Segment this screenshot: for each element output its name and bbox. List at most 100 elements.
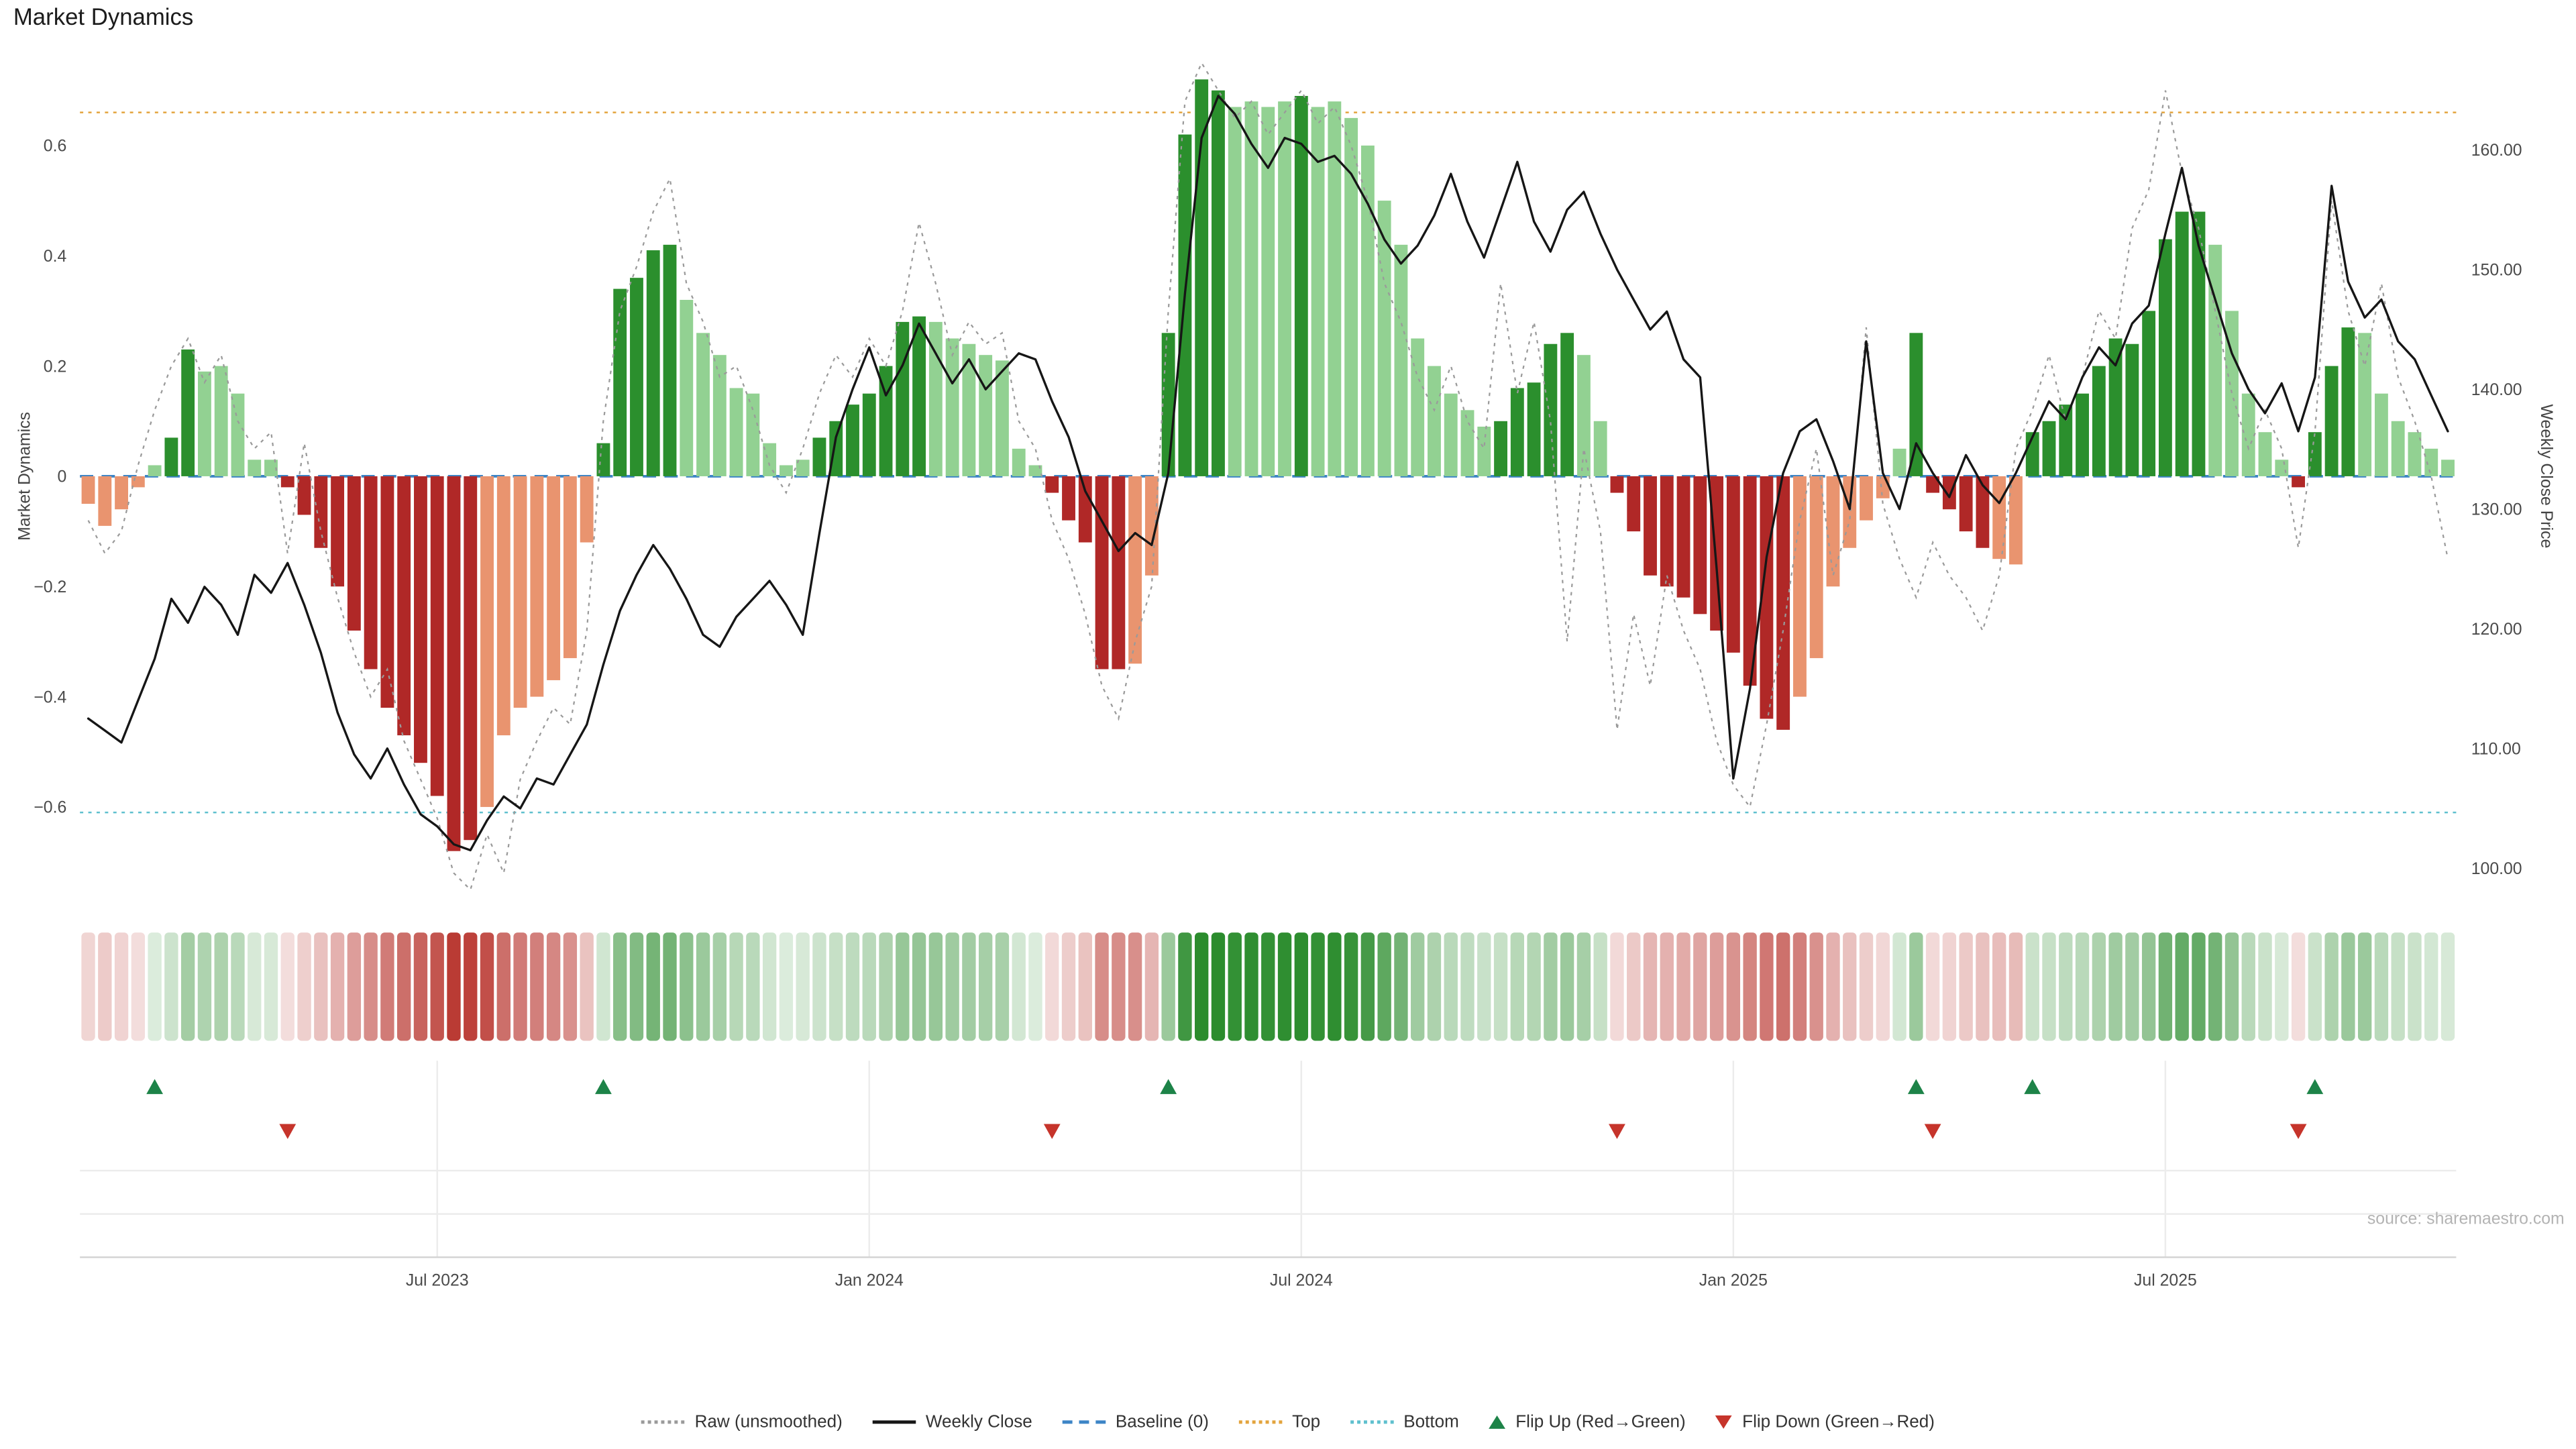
bar: [1095, 476, 1109, 669]
heatmap-cell: [1360, 932, 1375, 1041]
weekly-close-line: [87, 95, 2449, 852]
heatmap-cell: [1909, 932, 1923, 1041]
heatmap-cell: [1792, 932, 1807, 1041]
legend-item-flip-up[interactable]: Flip Up (Red→Green): [1489, 1412, 1686, 1432]
bar: [2424, 448, 2438, 476]
heatmap-cell: [464, 932, 478, 1041]
legend-item-weekly-close[interactable]: Weekly Close: [872, 1412, 1032, 1432]
left-tick-label: 0.4: [44, 248, 67, 266]
heatmap-cell: [1294, 932, 1308, 1041]
dynamics-bars: [81, 79, 2455, 851]
heatmap-cell: [530, 932, 544, 1041]
flip-down-icon: [1715, 1415, 1733, 1429]
right-tick-label: 120.00: [2471, 621, 2522, 639]
heatmap-cell: [712, 932, 727, 1041]
heatmap-cell: [729, 932, 743, 1041]
bar: [547, 476, 561, 680]
heatmap-cell: [264, 932, 278, 1041]
bar: [712, 355, 727, 476]
bar: [1328, 101, 1342, 476]
heatmap-cell: [2224, 932, 2239, 1041]
bar: [2042, 421, 2056, 476]
heatmap-cell: [280, 932, 294, 1041]
bar: [2341, 327, 2355, 476]
heatmap-cell: [1394, 932, 1408, 1041]
bar: [1428, 366, 1441, 476]
heatmap-cell: [2324, 932, 2339, 1041]
bar: [198, 371, 211, 476]
bar: [1860, 476, 1873, 521]
legend-item-top[interactable]: Top: [1238, 1411, 1321, 1432]
bar: [879, 366, 893, 476]
bar: [1360, 145, 1375, 476]
heatmap-cell: [1709, 932, 1724, 1041]
bar: [164, 437, 178, 476]
heatmap-cell: [680, 932, 694, 1041]
bar: [2208, 244, 2222, 476]
bar: [1576, 355, 1591, 476]
heatmap-cell: [596, 932, 610, 1041]
heatmap-cell: [197, 932, 212, 1041]
heatmap-cell: [2341, 932, 2355, 1041]
heatmap-cell: [1576, 932, 1591, 1041]
heatmap-cell: [928, 932, 943, 1041]
x-tick-label: Jan 2025: [1699, 1271, 1768, 1289]
heatmap-cell: [1992, 932, 2006, 1041]
legend-item-bottom[interactable]: Bottom: [1350, 1412, 1459, 1432]
bar: [297, 476, 311, 515]
heatmap-cell: [1328, 932, 1342, 1041]
heatmap-cell: [1876, 932, 1890, 1041]
heatmap-cell: [114, 932, 129, 1041]
heatmap-cell: [2108, 932, 2123, 1041]
heatmap-cell: [1693, 932, 1707, 1041]
heatmap-cell: [896, 932, 910, 1041]
heatmap-cell: [962, 932, 976, 1041]
x-axis-ticks: Jul 2023 Jan 2024 Jul 2024 Jan 2025 Jul 2025: [406, 1271, 2197, 1289]
bar: [131, 476, 145, 488]
bar: [2059, 405, 2073, 476]
right-tick-label: 160.00: [2471, 142, 2522, 160]
bar: [480, 476, 494, 807]
heatmap-cell: [148, 932, 162, 1041]
bar: [1444, 393, 1458, 476]
bar: [663, 244, 677, 476]
bar: [1876, 476, 1890, 498]
legend-weekly-close-line-icon: [872, 1420, 916, 1424]
legend-item-baseline[interactable]: Baseline (0): [1062, 1412, 1209, 1432]
bar: [2142, 311, 2156, 476]
heatmap-cell: [2275, 932, 2289, 1041]
heatmap-cell: [2208, 932, 2222, 1041]
right-tick-label: 110.00: [2471, 740, 2521, 758]
legend-item-raw[interactable]: Raw (unsmoothed): [641, 1412, 843, 1432]
heatmap-cell: [978, 932, 993, 1041]
bar: [896, 321, 910, 476]
bar: [1992, 476, 2006, 559]
bar: [796, 460, 810, 476]
bar: [1161, 333, 1175, 476]
bar: [181, 349, 195, 476]
legend-item-flip-down[interactable]: Flip Down (Green→Red): [1715, 1412, 1935, 1432]
bar: [464, 476, 478, 841]
heatmap-cell: [1892, 932, 1907, 1041]
bar: [613, 288, 627, 476]
bar: [812, 437, 826, 476]
heatmap-cell: [1161, 932, 1175, 1041]
right-axis-ticks: 160.00 150.00 140.00 130.00 120.00 110.00 100.…: [2471, 142, 2522, 878]
heatmap-cell: [862, 932, 876, 1041]
bar: [962, 343, 976, 476]
flip-up-marker: [1907, 1079, 1925, 1094]
heatmap-cell: [1045, 932, 1059, 1041]
heatmap-cell: [1925, 932, 1940, 1041]
bar: [563, 476, 577, 659]
heatmap-cell: [1144, 932, 1159, 1041]
bar: [2175, 211, 2189, 476]
legend-label: Flip Up (Red→Green): [1515, 1411, 1686, 1432]
heatmap-cell: [2291, 932, 2306, 1041]
heatmap-cell: [430, 932, 444, 1041]
legend-label: Top: [1292, 1411, 1321, 1432]
heatmap-cell: [663, 932, 677, 1041]
heatmap-cell: [1743, 932, 1757, 1041]
bar: [1544, 343, 1558, 476]
heatmap-cell: [1942, 932, 1957, 1041]
heatmap-cell: [546, 932, 561, 1041]
